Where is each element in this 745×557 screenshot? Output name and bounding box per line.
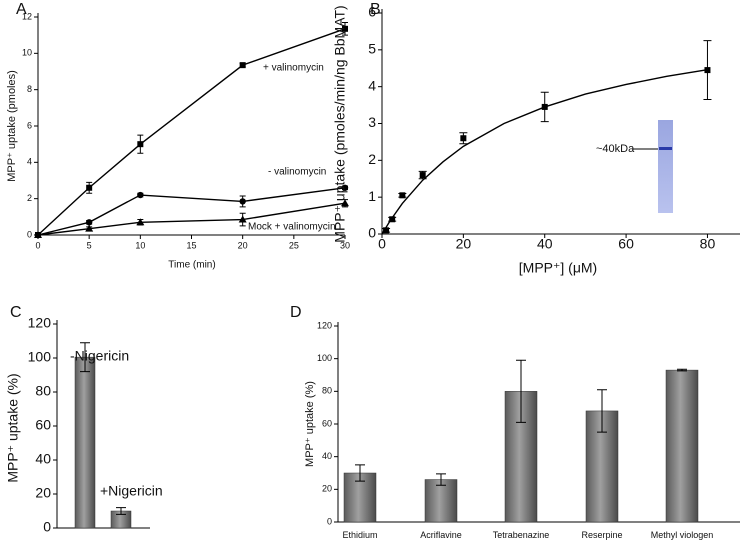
y-tick-label: 12 [22, 11, 32, 21]
y-tick-label: 20 [35, 485, 51, 501]
marker [704, 67, 711, 74]
y-tick-label: 100 [28, 349, 52, 365]
marker [399, 192, 406, 199]
marker [341, 199, 349, 207]
error-bar [436, 473, 446, 486]
marker [85, 219, 93, 226]
x-tick-label: 20 [456, 236, 472, 252]
series-label: + valinomycin [263, 63, 324, 74]
y-tick-label: 0 [43, 519, 51, 535]
x-tick-label: 10 [135, 240, 145, 250]
gel-band [659, 147, 672, 150]
error-bar [80, 342, 90, 373]
marker [383, 227, 390, 234]
marker [137, 141, 144, 148]
marker [389, 216, 396, 223]
x-tick-label: Tetrabenazine [492, 530, 550, 540]
annotation: +Nigericin [100, 483, 163, 499]
y-tick-label: 5 [368, 41, 376, 57]
y-axis-title: MPP⁺ uptake (%) [5, 373, 21, 482]
marker [238, 215, 247, 223]
series-label: Mock + valinomycin [248, 222, 336, 233]
x-tick-label: 40 [537, 236, 553, 252]
y-tick-label: 0 [327, 516, 332, 526]
y-tick-label: 6 [27, 120, 32, 130]
error-bar [116, 507, 126, 515]
marker [541, 103, 548, 110]
series-line [37, 28, 346, 236]
marker [460, 135, 467, 142]
x-tick-label: 25 [289, 240, 299, 250]
y-tick-label: 120 [317, 320, 332, 330]
y-tick-label: 80 [35, 383, 51, 399]
bar [424, 479, 458, 523]
y-tick-label: 4 [27, 157, 32, 167]
y-tick-label: 0 [368, 225, 376, 241]
marker [341, 184, 349, 191]
y-tick-label: 60 [322, 418, 332, 428]
annotation: ~40kDa [596, 143, 635, 155]
x-tick-label: Acriflavine [420, 530, 462, 540]
y-tick-label: 4 [368, 77, 376, 93]
y-axis-title: MPP⁺ uptake (pmoles/min/ng BbMAT) [332, 5, 348, 242]
y-tick-label: 60 [35, 417, 51, 433]
bar [665, 369, 699, 523]
y-tick-label: 10 [22, 48, 32, 58]
x-tick-label: 80 [700, 236, 716, 252]
x-tick-label: Reserpine [581, 530, 623, 540]
series-label: - valinomycin [268, 167, 326, 178]
x-tick-label: 30 [340, 240, 350, 250]
x-tick-label: 60 [618, 236, 634, 252]
marker [136, 218, 145, 226]
x-axis-title: Time (min) [168, 260, 215, 271]
x-tick-label: Methyl viologen [650, 530, 714, 540]
x-axis-title: [MPP⁺] (μM) [519, 260, 597, 276]
marker [419, 172, 426, 179]
fit-curve [381, 69, 708, 235]
marker [86, 184, 93, 191]
x-tick-label: 20 [238, 240, 248, 250]
x-tick-label: 15 [186, 240, 196, 250]
marker [239, 62, 246, 69]
marker [342, 25, 348, 32]
y-axis-title: MPP⁺ uptake (%) [304, 381, 316, 467]
y-tick-label: 20 [322, 484, 332, 494]
error-bar [677, 368, 687, 372]
error-bar [355, 464, 365, 482]
y-tick-label: 100 [317, 353, 332, 363]
marker [239, 198, 246, 205]
y-tick-label: 6 [368, 4, 376, 20]
y-tick-label: 120 [28, 315, 52, 331]
x-tick-label: 0 [35, 240, 40, 250]
y-tick-label: 40 [35, 451, 51, 467]
panel-label: D [290, 304, 302, 321]
y-tick-label: 8 [27, 84, 32, 94]
y-tick-label: 3 [368, 114, 376, 130]
x-tick-label: Ethidium [342, 530, 378, 540]
panel-label: B [370, 1, 381, 18]
marker [137, 191, 144, 199]
y-tick-label: 1 [368, 188, 376, 204]
panel-label: A [16, 1, 27, 18]
gel-image [658, 120, 673, 213]
bar [74, 356, 96, 529]
y-tick-label: 2 [368, 151, 376, 167]
marker [34, 231, 42, 238]
marker [85, 224, 94, 232]
y-tick-label: 40 [322, 451, 332, 461]
panel-label: C [10, 304, 22, 321]
error-bar [597, 389, 607, 433]
y-axis-title: MPP⁺ uptake (pmoles) [6, 70, 18, 182]
annotation: -Nigericin [70, 348, 129, 364]
y-tick-label: 80 [322, 386, 332, 396]
y-tick-label: 2 [27, 193, 32, 203]
y-tick-label: 0 [27, 229, 32, 239]
error-bar [516, 359, 526, 423]
x-tick-label: 0 [378, 236, 386, 252]
x-tick-label: 5 [87, 240, 92, 250]
